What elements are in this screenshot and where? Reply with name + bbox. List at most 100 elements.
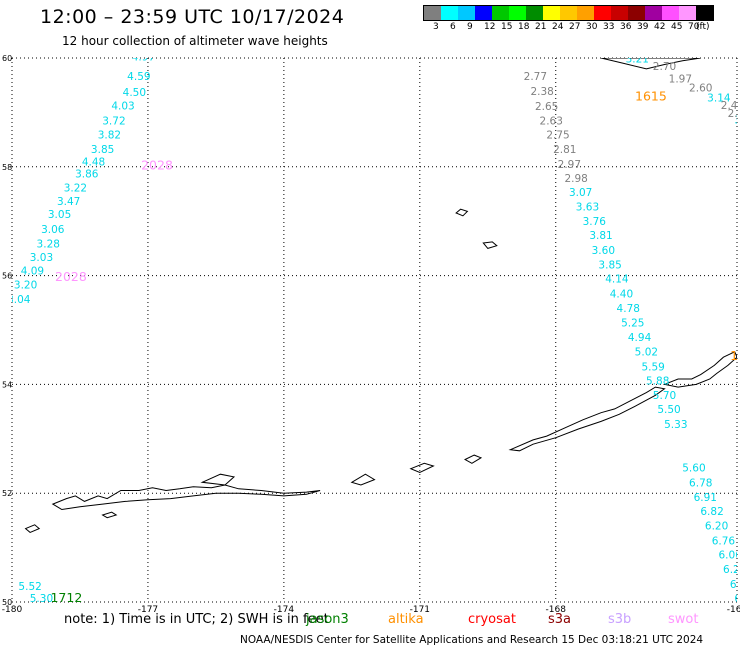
colorbar-cell <box>441 6 458 20</box>
wave-height-label: 3.85 <box>91 144 114 156</box>
colorbar-label: 42 <box>654 22 666 32</box>
colorbar-cell <box>509 6 526 20</box>
wave-height-label: 3.76 <box>583 216 607 228</box>
wave-height-label: 3.20 <box>14 280 37 292</box>
wave-height-label: 2.48 <box>721 100 740 112</box>
colorbar-cell <box>526 6 543 20</box>
coastline <box>409 462 435 474</box>
colorbar-label: 27 <box>569 22 581 32</box>
wave-height-label: 4.78 <box>617 303 640 315</box>
pass-time-label: 1615 <box>635 88 667 103</box>
colorbar-cell <box>628 6 645 20</box>
colorbar-cell <box>662 6 679 20</box>
colorbar-cell <box>458 6 475 20</box>
coastline <box>464 454 483 464</box>
wave-height-label: 2.81 <box>553 144 576 156</box>
wave-height-label: 3.85 <box>598 260 621 272</box>
wave-height-label: 3.49 <box>734 114 740 126</box>
lon-tick-label: -164 <box>727 605 740 615</box>
colorbar-cell <box>543 6 560 20</box>
wave-height-label: 3.63 <box>576 201 599 213</box>
coastline <box>350 473 376 486</box>
wave-height-label: 3.07 <box>569 187 592 199</box>
wave-height-label: 6.27 <box>723 564 740 576</box>
wave-height-label: 4.09 <box>21 266 44 278</box>
coastline <box>600 58 701 70</box>
wave-height-label: 3.06 <box>41 224 65 236</box>
colorbar-label: 12 <box>484 22 496 32</box>
wave-height-label: 3.21 <box>626 53 649 65</box>
colorbar-label: 18 <box>518 22 530 32</box>
map-title: 12:00 – 23:59 UTC 10/17/2024 <box>40 6 345 28</box>
wave-height-label: 6.20 <box>705 521 728 533</box>
wave-height-label: 3.28 <box>37 238 60 250</box>
wave-height-label: 6.82 <box>700 506 723 518</box>
wave-height-label: 5.02 <box>635 347 658 359</box>
wave-height-label: 2.98 <box>564 173 587 185</box>
colorbar <box>423 5 714 21</box>
colorbar-cell <box>696 6 713 20</box>
wave-height-label: 6.76 <box>712 535 736 547</box>
legend-item-s3b: s3b <box>608 612 632 627</box>
wave-height-label: 3.60 <box>592 245 615 257</box>
wave-height-label: 6.06 <box>719 549 740 561</box>
wave-height-label: 2.75 <box>546 130 569 142</box>
pass-time-label: 2028 <box>141 158 173 173</box>
wave-height-label: 5.88 <box>646 375 669 387</box>
wave-height-label: 3.72 <box>102 115 125 127</box>
lat-tick-label: 58 <box>2 163 12 172</box>
credit-text: NOAA/NESDIS Center for Satellite Applica… <box>240 634 704 646</box>
wave-height-label: 6.76 <box>734 593 740 605</box>
colorbar-label: 15 <box>501 22 513 32</box>
lon-tick-label: -171 <box>410 605 430 615</box>
colorbar-label: 30 <box>586 22 598 32</box>
colorbar-cell <box>492 6 509 20</box>
colorbar-label: 33 <box>603 22 615 32</box>
lon-tick-label: -174 <box>274 605 295 615</box>
wave-height-label: 4.97 <box>132 52 155 64</box>
lon-tick-label: -168 <box>546 605 567 615</box>
map-content: 4.974.594.504.033.723.823.854.483.863.22… <box>12 52 740 605</box>
legend-item-cryosat: cryosat <box>468 612 516 627</box>
wave-height-label: 6.91 <box>694 492 717 504</box>
colorbar-label: 39 <box>637 22 649 32</box>
wave-height-label: 2.97 <box>558 159 581 171</box>
lon-tick-label: -180 <box>2 605 23 615</box>
colorbar-label: 45 <box>671 22 683 32</box>
wave-height-label: 4.59 <box>127 71 150 83</box>
coastline <box>455 208 469 217</box>
wave-height-label: 2.70 <box>653 61 676 73</box>
legend-item-s3a: s3a <box>548 612 572 627</box>
colorbar-cell <box>594 6 611 20</box>
wave-height-label: 5.25 <box>621 318 644 330</box>
colorbar-label: 6 <box>450 22 456 32</box>
colorbar-cell <box>679 6 696 20</box>
note-text: note: 1) Time is in UTC; 2) SWH is in fe… <box>64 612 329 627</box>
wave-height-label: 6.66 <box>730 579 740 591</box>
map-subtitle: 12 hour collection of altimeter wave hei… <box>62 34 328 48</box>
wave-height-label: 3.86 <box>75 169 99 181</box>
legend-item-swot: swot <box>668 612 699 627</box>
wave-height-label: 2.38 <box>530 86 553 98</box>
wave-height-label: 4.48 <box>82 157 105 169</box>
wave-height-label: 5.30 <box>30 593 53 605</box>
legend-item-altika: altika <box>388 612 424 627</box>
colorbar-label: 21 <box>535 22 547 32</box>
coastline <box>51 484 321 511</box>
wave-height-label: 3.14 <box>707 93 731 105</box>
wave-height-label: 3.81 <box>589 230 612 242</box>
colorbar-label: 24 <box>552 22 564 32</box>
wave-height-label: 5.70 <box>653 390 676 402</box>
lon-tick-label: -177 <box>138 605 158 615</box>
wave-height-label: 4.14 <box>605 274 629 286</box>
wave-height-label: 1.97 <box>669 73 692 85</box>
colorbar-label: 3 <box>433 22 439 32</box>
wave-height-label: 3.05 <box>48 209 71 221</box>
colorbar-cell <box>577 6 594 20</box>
wave-height-label: 5.60 <box>682 462 705 474</box>
wave-height-label: 3.82 <box>98 130 121 142</box>
colorbar-label: 9 <box>467 22 473 32</box>
coastline <box>508 386 666 452</box>
